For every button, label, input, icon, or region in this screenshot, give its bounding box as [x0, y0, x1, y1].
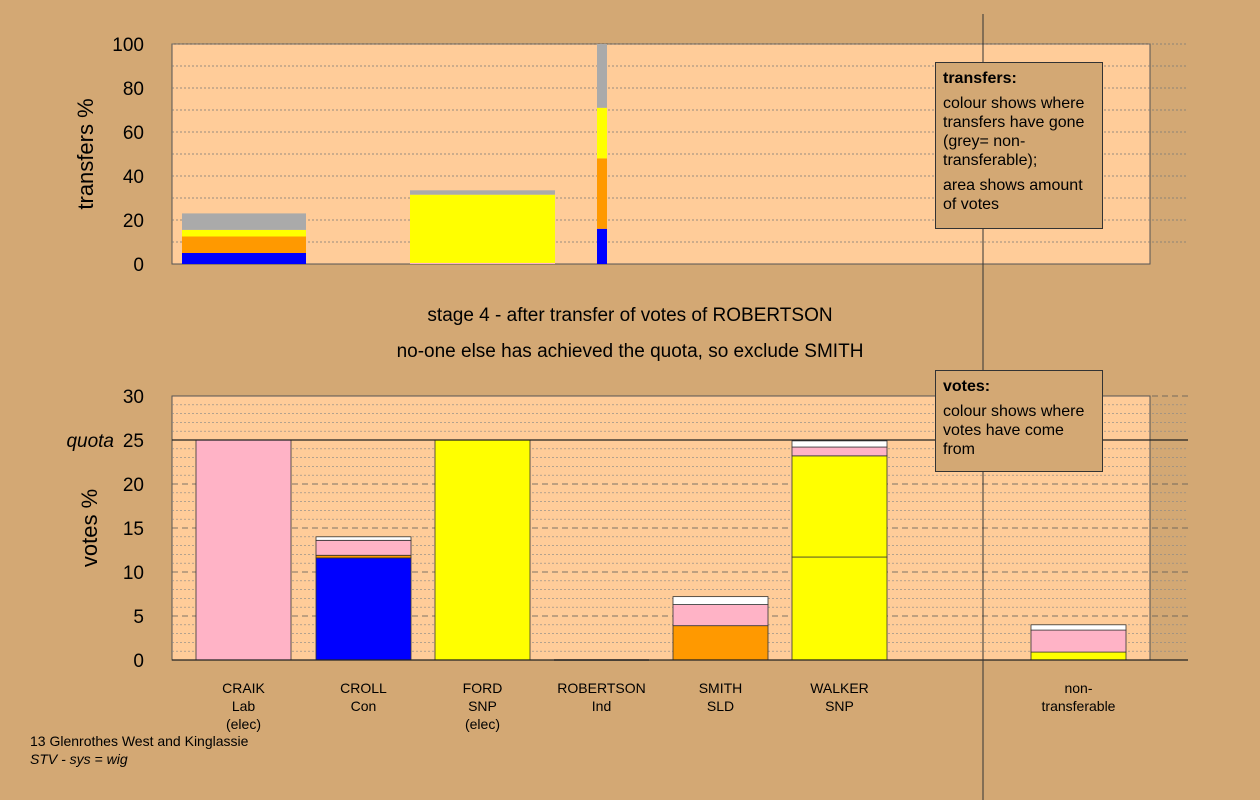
system-label: STV - sys = wig	[30, 751, 128, 767]
vote-bar-segment	[315, 536, 412, 541]
votes-legend: votes: colour shows where votes have com…	[935, 370, 1103, 472]
vote-bar-segment	[1030, 624, 1127, 631]
transfers-tick-label: 20	[123, 211, 144, 232]
vote-bar-segment	[195, 439, 292, 661]
votes-tick-label: 0	[133, 651, 144, 672]
category-label: (elec)	[226, 716, 261, 732]
transfers-legend-text-1: colour shows where transfers have gone (…	[943, 95, 1085, 169]
votes-legend-title: votes:	[943, 378, 991, 395]
category-label: CRAIK	[222, 680, 265, 696]
category-label: non-	[1064, 680, 1092, 696]
transfers-legend-text-2: area shows amount of votes	[943, 177, 1083, 213]
constituency-label: 13 Glenrothes West and Kinglassie	[30, 733, 249, 749]
transfers-legend: transfers: colour shows where transfers …	[935, 62, 1103, 229]
votes-axis-label: votes %	[77, 489, 102, 567]
vote-bar-segment	[672, 596, 769, 605]
transfer-bar-segment	[182, 229, 306, 237]
votes-tick-label: 25	[123, 431, 144, 452]
vote-bar-segment	[1030, 651, 1127, 661]
vote-bar-segment	[315, 557, 412, 661]
category-label: Ind	[592, 698, 611, 714]
votes-tick-label: 20	[123, 475, 144, 496]
transfers-tick-label: 0	[133, 255, 144, 276]
category-label: SNP	[468, 698, 497, 714]
category-label: ROBERTSON	[557, 680, 645, 696]
category-label: FORD	[463, 680, 503, 696]
transfer-bar-segment	[597, 107, 607, 159]
votes-legend-text: colour shows where votes have come from	[943, 403, 1085, 458]
transfers-tick-label: 40	[123, 167, 144, 188]
transfers-tick-label: 60	[123, 123, 144, 144]
transfers-legend-title: transfers:	[943, 70, 1017, 87]
transfers-tick-label: 100	[112, 35, 144, 56]
category-label: Lab	[232, 698, 256, 714]
transfers-tick-label: 80	[123, 79, 144, 100]
quota-label: quota	[66, 431, 114, 452]
votes-tick-label: 10	[123, 563, 144, 584]
votes-tick-label: 15	[123, 519, 144, 540]
vote-bar-segment	[791, 440, 888, 448]
votes-tick-label: 30	[123, 387, 144, 408]
transfer-bar-segment	[410, 194, 555, 263]
vote-bar-segment	[315, 539, 412, 556]
vote-bar-segment	[672, 625, 769, 661]
category-label: (elec)	[465, 716, 500, 732]
vote-bar-segment	[791, 556, 888, 661]
transfer-bar-segment	[410, 262, 555, 264]
category-label: WALKER	[810, 680, 869, 696]
votes-tick-label: 5	[133, 607, 144, 628]
category-label: transferable	[1042, 698, 1116, 714]
vote-bar-segment	[434, 439, 531, 661]
category-label: SNP	[825, 698, 854, 714]
stage-heading: stage 4 - after transfer of votes of ROB…	[427, 305, 833, 326]
category-label: SLD	[707, 698, 734, 714]
transfer-bar-segment	[182, 253, 306, 264]
transfers-axis-label: transfers %	[73, 98, 98, 209]
category-label: SMITH	[699, 680, 743, 696]
category-label: CROLL	[340, 680, 387, 696]
vote-bar-segment	[1030, 629, 1127, 653]
transfer-bar-segment	[182, 213, 306, 230]
transfer-bar-segment	[597, 44, 607, 108]
vote-bar-segment	[791, 455, 888, 558]
transfer-bar-segment	[597, 158, 607, 229]
stage-subheading: no-one else has achieved the quota, so e…	[396, 341, 864, 362]
vote-bar-segment	[672, 604, 769, 627]
transfer-bar-segment	[182, 236, 306, 253]
transfer-bar-segment	[410, 190, 555, 195]
category-label: Con	[351, 698, 377, 714]
transfer-bar-segment	[597, 228, 607, 264]
vote-bar-segment	[791, 446, 888, 457]
